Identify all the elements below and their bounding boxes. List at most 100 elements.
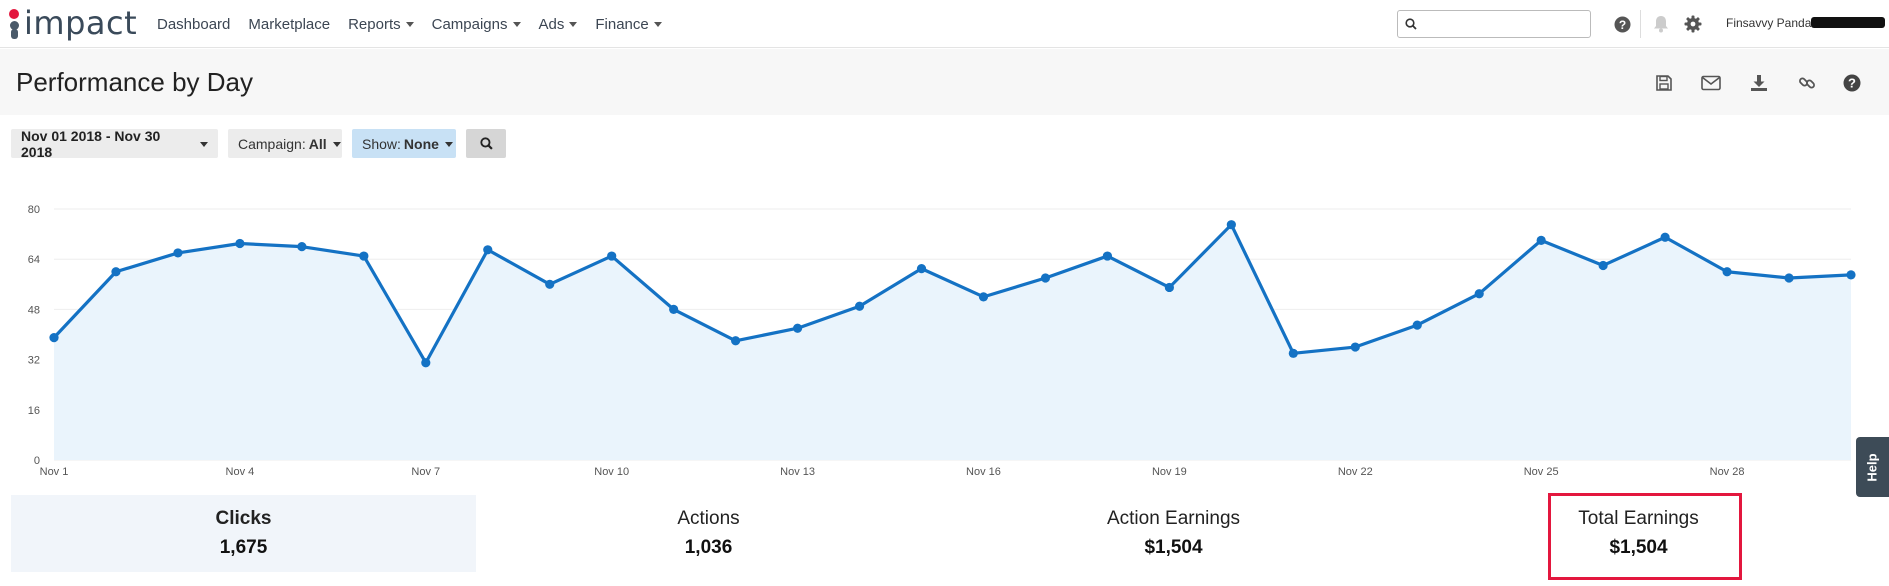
svg-text:?: ? [1618,18,1625,32]
stat-value: 1,675 [219,537,268,558]
date-range-filter[interactable]: Nov 01 2018 - Nov 30 2018 [11,128,218,160]
search-icon [479,137,493,150]
data-point [1474,289,1484,299]
impact-logo[interactable]: impact [8,6,137,40]
data-point [111,267,121,277]
campaign-value: All [308,135,327,152]
stat-clicks[interactable]: Clicks 1,675 [11,495,476,572]
y-tick-label: 0 [34,455,40,467]
global-search[interactable] [1397,10,1591,38]
show-label: Show: [362,135,401,152]
search-icon [1405,18,1417,30]
data-point [1536,235,1546,245]
data-point [1412,320,1422,330]
y-tick-label: 32 [28,355,40,367]
show-filter[interactable]: Show: None [352,129,456,158]
x-tick-label: Nov 28 [1710,466,1745,478]
gear-icon[interactable] [1683,14,1703,34]
highlight-annotation [1548,493,1742,580]
stat-value: $1,504 [1144,537,1203,558]
data-point [359,251,369,261]
toolbar-divider [1640,10,1641,38]
x-tick-label: Nov 16 [966,466,1001,478]
data-point [1040,273,1051,283]
page-title: Performance by Day [16,67,253,97]
link-icon[interactable] [1794,70,1820,96]
series-line [52,223,1852,365]
page-header: Performance by Day ? [0,49,1889,115]
help-tab-label: Help [1864,452,1880,482]
download-icon[interactable] [1746,70,1772,96]
data-point [669,304,679,314]
chevron-down-icon [444,141,453,147]
user-name[interactable]: Finsavvy Panda [1726,16,1812,30]
stat-actions[interactable]: Actions 1,036 [476,495,941,572]
stat-label: Total Earnings [1578,508,1699,529]
performance-chart: 0 16 32 48 64 80 Nov 1 Nov 4 Nov 7 Nov 10 Nov 13 No… [0,195,1889,485]
y-tick-label: 48 [28,304,40,316]
nav-finance[interactable]: Finance [595,16,662,33]
email-icon[interactable] [1698,70,1724,96]
x-tick-label: Nov 1 [40,466,69,478]
data-point [792,323,803,333]
data-point [173,248,183,258]
y-tick-label: 16 [28,405,40,417]
chevron-down-icon [653,22,662,27]
nav-marketplace[interactable]: Marketplace [248,15,331,33]
data-point [1660,232,1670,242]
stat-label: Clicks [215,508,272,529]
campaign-filter[interactable]: Campaign: All [228,129,342,158]
logo-mark-icon [8,7,20,39]
stat-total-earnings[interactable]: Total Earnings $1,504 [1406,495,1871,572]
x-tick-label: Nov 10 [594,466,629,478]
help-icon[interactable]: ? [1839,70,1865,96]
help-circle-icon[interactable]: ? [1612,14,1632,34]
campaign-label: Campaign: [238,135,306,152]
help-tab[interactable]: Help [1856,437,1889,497]
chevron-down-icon [569,22,578,27]
top-navbar: impact Dashboard Marketplace Reports Cam… [0,0,1889,48]
save-icon[interactable] [1651,70,1677,96]
stat-label: Actions [677,508,740,529]
data-point [297,242,307,252]
chevron-down-icon [332,141,341,147]
search-input[interactable] [1422,14,1586,34]
stat-action-earnings[interactable]: Action Earnings $1,504 [941,495,1406,572]
x-tick-label: Nov 25 [1524,466,1559,478]
data-point [1226,220,1236,230]
data-point [916,264,927,274]
area-fill [54,224,1851,460]
stat-value: $1,504 [1609,537,1668,558]
show-value: None [403,135,439,152]
data-point [1598,260,1608,271]
data-point [1846,270,1856,280]
nav-dashboard[interactable]: Dashboard [157,15,231,33]
chevron-down-icon [200,141,208,147]
apply-filter-button[interactable] [466,129,506,158]
logo-text: impact [24,4,138,42]
data-point [1164,282,1174,293]
nav-campaigns[interactable]: Campaigns [432,16,521,33]
chevron-down-icon [405,22,414,27]
data-point [545,279,555,289]
main-nav: Dashboard Marketplace Reports Campaigns … [157,0,680,48]
data-point [978,292,989,302]
x-tick-label: Nov 22 [1338,466,1373,478]
data-point [731,336,741,346]
data-point [1102,251,1113,261]
data-point [1722,267,1732,277]
y-tick-label: 64 [28,254,40,266]
data-point [1350,342,1360,352]
x-tick-label: Nov 13 [780,466,815,478]
data-point [483,245,493,255]
data-point [854,301,865,311]
line-chart-svg: 0 16 32 48 64 80 Nov 1 Nov 4 Nov 7 Nov 10 Nov 13 No… [28,204,1856,478]
nav-ads[interactable]: Ads [539,16,578,33]
x-tick-label: Nov 7 [411,466,440,478]
stat-value: 1,036 [684,537,733,558]
bell-icon[interactable] [1651,14,1671,34]
x-tick-label: Nov 19 [1152,466,1187,478]
nav-reports[interactable]: Reports [348,16,414,33]
y-tick-label: 80 [28,204,40,216]
data-point [421,358,431,368]
